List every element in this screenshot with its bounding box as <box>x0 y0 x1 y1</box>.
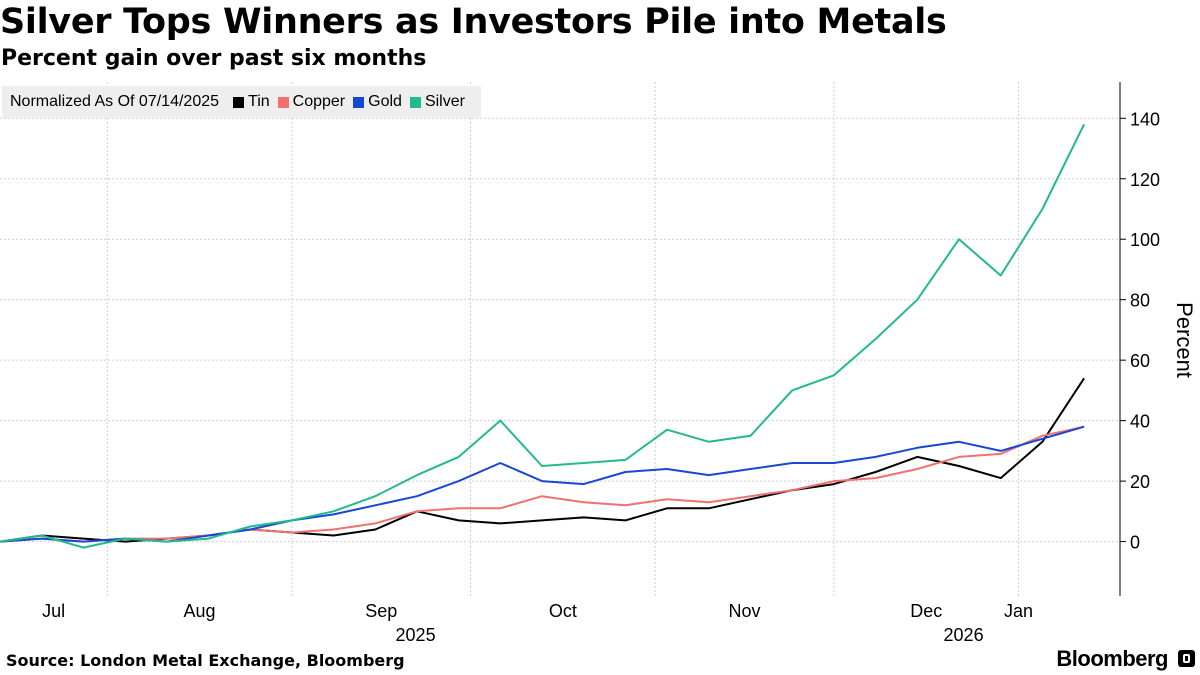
y-tick-label: 40 <box>1130 412 1150 432</box>
y-tick-label: 80 <box>1130 291 1150 311</box>
x-tick-label: Nov <box>729 601 761 621</box>
legend-swatch <box>233 96 245 108</box>
y-tick-label: 100 <box>1130 230 1160 250</box>
legend-swatch <box>409 96 421 108</box>
legend-items: Tin Copper Gold Silver <box>233 93 473 111</box>
x-tick-label: Aug <box>184 601 216 621</box>
y-axis-label: Percent <box>1172 302 1197 378</box>
legend-item-tin: Tin <box>233 93 270 111</box>
x-tick-label: Jan <box>1004 601 1033 621</box>
x-tick-label: Jul <box>42 601 65 621</box>
legend-label: Gold <box>368 93 402 110</box>
legend-note: Normalized As Of 07/14/2025 <box>10 93 220 110</box>
y-tick-label: 0 <box>1130 533 1140 553</box>
legend-label: Silver <box>424 93 465 110</box>
bloomberg-logo: Bloomberg <box>1056 646 1168 671</box>
y-tick-label: 120 <box>1130 170 1160 190</box>
year-label: 2025 <box>396 625 436 645</box>
series-line-gold <box>0 425 1085 543</box>
year-label: 2026 <box>944 625 984 645</box>
legend-label: Copper <box>292 93 346 110</box>
y-tick-label: 60 <box>1130 351 1150 371</box>
y-tick-label: 20 <box>1130 472 1150 492</box>
tick-labels: 0 20 40 60 80 100 120 140 Jul Aug Sep Oct Nov Dec Jan 2… <box>42 109 1197 645</box>
grid <box>0 82 1120 596</box>
series-line-silver <box>0 123 1085 549</box>
legend-item-silver: Silver <box>409 93 465 111</box>
series-line-tin <box>0 377 1085 543</box>
chart-subtitle: Percent gain over past six months <box>1 46 427 71</box>
legend-swatch <box>353 96 365 108</box>
source-note: Source: London Metal Exchange, Bloomberg <box>6 651 405 670</box>
series <box>0 123 1085 549</box>
chart-title: Silver Tops Winners as Investors Pile in… <box>0 2 947 42</box>
x-tick-label: Sep <box>365 601 397 621</box>
series-line-copper <box>0 425 1085 543</box>
axes <box>1119 82 1126 596</box>
bloomberg-icon <box>1178 650 1195 667</box>
legend-item-gold: Gold <box>353 93 402 111</box>
legend-swatch <box>277 96 289 108</box>
y-tick-label: 140 <box>1130 109 1160 129</box>
legend-item-copper: Copper <box>277 93 346 111</box>
x-tick-label: Dec <box>910 601 942 621</box>
x-tick-label: Oct <box>549 601 577 621</box>
legend-label: Tin <box>248 93 270 110</box>
legend: Normalized As Of 07/14/2025 Tin Copper Gol… <box>2 86 481 118</box>
